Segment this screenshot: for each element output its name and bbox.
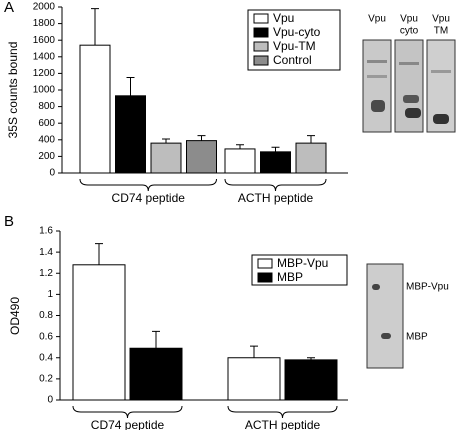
gel-lane-label: cyto — [400, 26, 419, 37]
bar — [115, 95, 146, 174]
error-bar — [250, 345, 258, 358]
y-tick-label: 1600 — [33, 35, 56, 46]
gel-lane-label: Vpu — [400, 14, 418, 25]
gel-band-label: MBP-Vpu — [406, 282, 449, 293]
error-bar — [197, 135, 206, 141]
group-brace — [79, 178, 217, 192]
y-tick-label: 1400 — [33, 51, 56, 62]
y-axis-label: 35S counts bound — [6, 42, 20, 139]
group-brace — [224, 178, 327, 192]
gel-lane-label: Vpu — [368, 14, 386, 25]
x-category-label: ACTH peptide — [238, 191, 314, 205]
error-bar — [271, 146, 280, 152]
legend-swatch — [253, 13, 269, 24]
group-brace — [72, 405, 183, 419]
error-bar — [307, 357, 315, 360]
legend-swatch — [253, 55, 269, 66]
y-tick-label: 0.8 — [39, 310, 53, 321]
gel-lane-label: TM — [434, 26, 448, 37]
legend-swatch — [257, 258, 273, 269]
gel-band-label: MBP — [406, 332, 428, 343]
y-tick-label: 0.2 — [39, 374, 53, 385]
group-brace — [227, 405, 338, 419]
legend-label: Vpu-cyto — [273, 25, 321, 39]
bar — [295, 142, 327, 174]
error-bar — [307, 135, 315, 144]
legend-swatch — [257, 272, 273, 283]
y-tick-label: 0.4 — [39, 352, 53, 363]
x-category-label: CD74 peptide — [91, 418, 165, 430]
y-tick-label: 0.6 — [39, 331, 53, 342]
error-bar — [95, 243, 103, 265]
bar — [227, 357, 281, 401]
error-bar — [162, 138, 170, 144]
bar — [186, 140, 217, 174]
bar — [79, 44, 111, 174]
legend-swatch — [253, 41, 269, 52]
legend-swatch — [253, 27, 269, 38]
gel-image-a — [362, 39, 456, 133]
legend-label: Vpu-TM — [273, 39, 316, 53]
bar — [129, 347, 183, 401]
y-tick-label: 1200 — [33, 68, 56, 79]
error-bar — [126, 77, 135, 96]
gel-lane-label: Vpu — [432, 14, 450, 25]
y-tick-label: 400 — [38, 134, 55, 145]
y-tick-label: 0 — [47, 395, 53, 406]
panel-label: B — [4, 213, 14, 230]
bar — [284, 359, 338, 401]
bar — [150, 142, 182, 174]
y-tick-label: 600 — [38, 118, 55, 129]
y-tick-label: 1.2 — [39, 268, 53, 279]
y-tick-label: 200 — [38, 151, 55, 162]
y-tick-label: 1800 — [33, 18, 56, 29]
bar — [260, 151, 291, 174]
y-tick-label: 1 — [47, 289, 53, 300]
bar — [72, 264, 126, 401]
y-axis-label: OD490 — [8, 297, 22, 335]
y-tick-label: 1.4 — [39, 247, 53, 258]
y-tick-label: 800 — [38, 101, 55, 112]
legend-label: Control — [273, 53, 312, 67]
gel-image-b — [366, 263, 404, 369]
legend-label: Vpu — [273, 11, 294, 25]
y-tick-label: 2000 — [33, 2, 56, 13]
x-category-label: CD74 peptide — [112, 191, 186, 205]
error-bar — [91, 8, 99, 46]
error-bar — [236, 144, 244, 149]
y-tick-label: 1.6 — [39, 226, 53, 237]
error-bar — [152, 330, 160, 349]
legend-label: MBP-Vpu — [277, 256, 328, 270]
bar — [224, 148, 256, 174]
y-tick-label: 0 — [49, 168, 55, 179]
legend-label: MBP — [277, 270, 303, 284]
panel-label: A — [4, 0, 14, 16]
y-tick-label: 1000 — [33, 85, 56, 96]
x-category-label: ACTH peptide — [245, 418, 321, 430]
